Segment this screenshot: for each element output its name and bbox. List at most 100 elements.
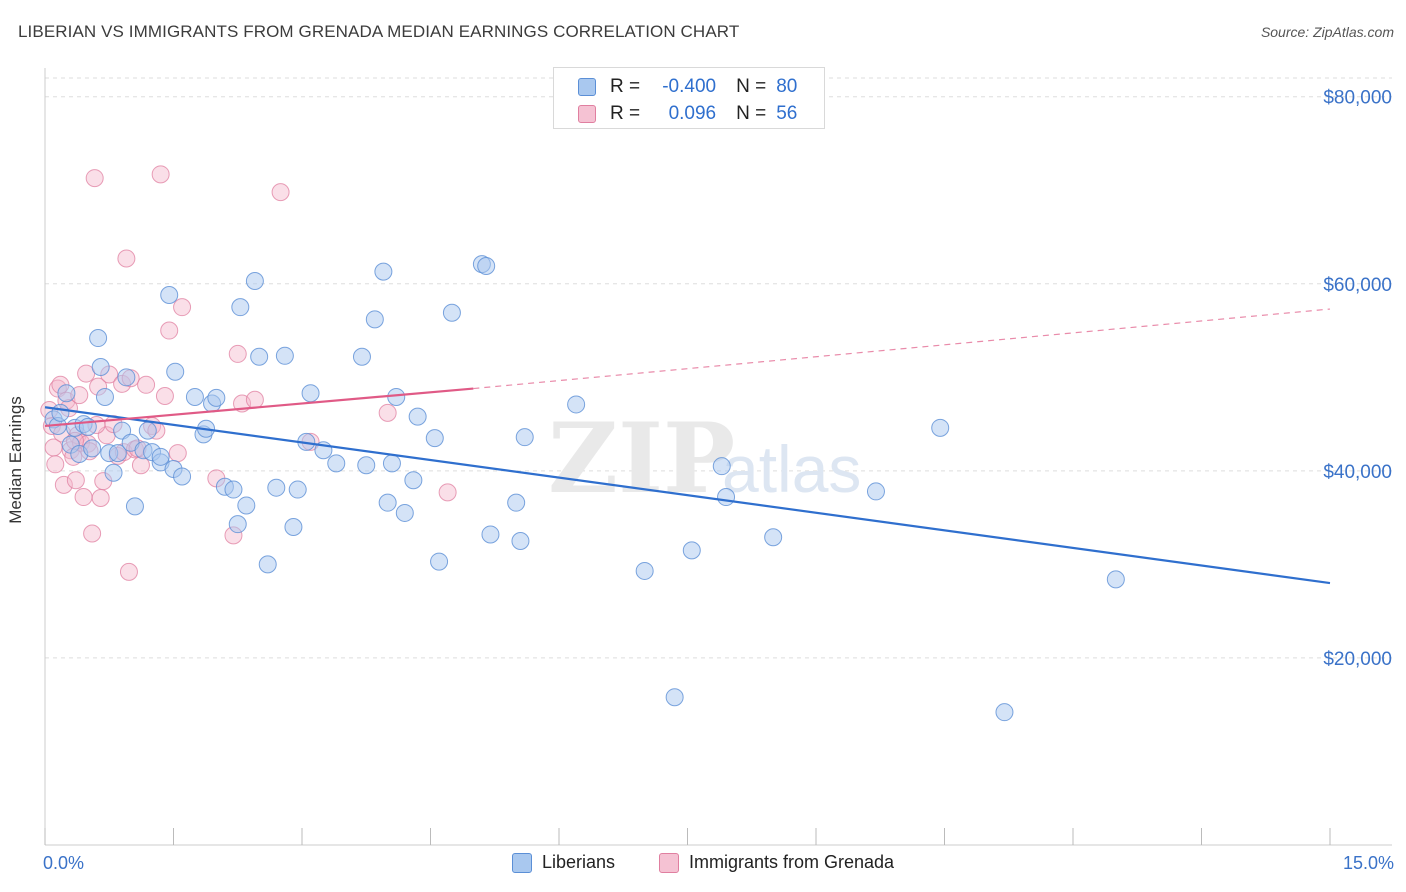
liberians-point [207,388,226,407]
watermark-atlas: atlas [722,432,861,506]
liberians-point [442,303,461,322]
legend-swatch-pink [658,852,679,873]
grenada-point [378,403,397,422]
liberians-point [382,454,401,473]
liberians-point [95,387,114,406]
grenada-point [228,344,247,363]
liberians-point [682,541,701,560]
legend-n-value: 80 [776,76,798,97]
liberians-point [481,525,500,544]
liberians-point [378,493,397,512]
liberians-point [160,286,179,305]
legend-r-value: -0.400 [662,76,717,97]
liberians-point [113,421,132,440]
liberians-point [507,493,526,512]
liberians-point [228,515,247,534]
liberians-point [138,421,157,440]
liberians-point [166,362,185,381]
liberians-point [108,444,127,463]
grenada-point [46,455,65,474]
grenada-point [438,483,457,502]
liberians-point [224,480,243,499]
liberians-point [104,463,123,482]
liberians-point [327,454,346,473]
grenada-point [151,165,170,184]
liberians-point [173,467,192,486]
liberians-point [374,262,393,281]
grenada-point [74,488,93,507]
y-tick-label: $60,000 [1323,275,1392,296]
liberians-point [237,496,256,515]
correlation-legend: R = -0.400 N = 80 R = 0.096 N = 56 [553,67,825,129]
axes [44,68,1392,846]
y-tick-label: $20,000 [1323,649,1392,670]
liberians-point [387,387,406,406]
legend-item-liberians[interactable]: Liberians [511,852,615,873]
liberians-point [515,428,534,447]
gridlines [45,77,1392,659]
liberians-point [258,555,277,574]
liberians-point [288,480,307,499]
liberians-point [477,257,496,276]
liberians-point [231,298,250,317]
liberians-point [57,384,76,403]
liberians-point [717,488,736,507]
grenada-point [137,375,156,394]
legend-n-label: N = [736,76,767,97]
liberians-point [117,368,136,387]
liberians-point [712,457,731,476]
liberians-point [151,447,170,466]
liberians-point [1106,570,1125,589]
liberians-point [931,418,950,437]
legend-row-liberians: R = -0.400 N = 80 [578,76,797,98]
liberians-point [665,688,684,707]
grenada-point [91,488,110,507]
grenada-point [119,562,138,581]
liberians-point [250,347,269,366]
legend-item-grenada[interactable]: Immigrants from Grenada [658,852,895,873]
liberians-point [395,503,414,522]
legend-row-grenada: R = 0.096 N = 56 [578,103,797,125]
liberians-point [51,403,70,422]
grenada-point [155,387,174,406]
liberians-point [511,532,530,551]
liberians-point [301,384,320,403]
grenada-point [54,475,73,494]
liberians-point [125,497,144,516]
legend-swatch-blue [578,78,596,96]
liberians-point [365,310,384,329]
series-liberians-points [44,255,1125,722]
grenada-point [85,169,104,188]
grenada-point [83,524,102,543]
legend-label: Immigrants from Grenada [688,852,895,872]
grenada-point [117,249,136,268]
legend-n-label: N = [736,103,767,124]
chart-title: LIBERIAN VS IMMIGRANTS FROM GRENADA MEDI… [18,22,740,41]
legend-swatch-blue [511,852,532,873]
liberians-point [404,471,423,490]
liberians-point [91,358,110,377]
liberians-point [357,456,376,475]
liberians-point [245,271,264,290]
liberians-trend-line [44,406,1331,585]
legend-r-label: R = [610,76,641,97]
grenada-point [245,390,264,409]
x-tick-label: 15.0% [1343,853,1394,873]
grenada-point [173,298,192,317]
grenada-point [160,321,179,340]
trend-lines [44,308,1331,585]
liberians-point [284,517,303,536]
watermark: ZIP atlas [548,402,861,515]
liberians-point [352,347,371,366]
liberians-point [185,387,204,406]
y-tick-label: $40,000 [1323,462,1392,483]
watermark-zip: ZIP [548,402,735,515]
x-tick-label: 0.0% [43,853,84,873]
legend-n-value: 56 [776,103,798,124]
liberians-point [275,346,294,365]
liberians-point [635,561,654,580]
liberians-point [995,703,1014,722]
tick-labels: $20,000 $40,000 $60,000 $80,000 0.0% 15.0% [43,88,1394,873]
grenada-point [168,444,187,463]
